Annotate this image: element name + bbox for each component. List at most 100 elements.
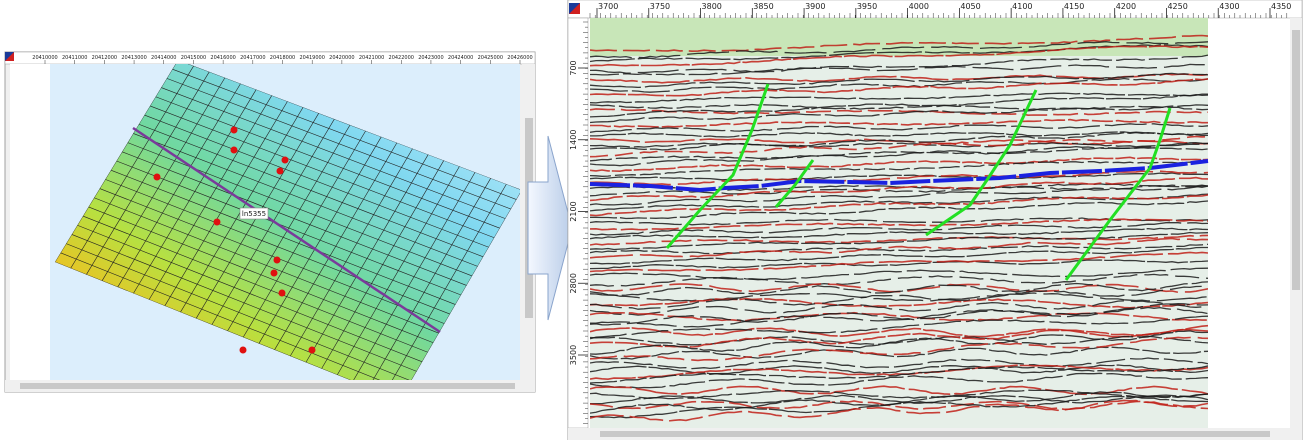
well [213, 218, 221, 226]
grid-line [138, 123, 484, 258]
grid-line [352, 172, 476, 380]
well [153, 173, 161, 181]
reflector [590, 297, 1208, 309]
reflector [590, 324, 1208, 348]
ruler-label: 20422000 [389, 55, 414, 61]
well [308, 346, 316, 354]
reflector [590, 142, 1208, 167]
fault [925, 89, 1038, 237]
well [270, 269, 278, 277]
reflector [590, 131, 1208, 138]
ruler-label: 20413000 [121, 55, 146, 61]
ruler-label: 3950 [857, 2, 877, 11]
ruler-label: 20424000 [448, 55, 473, 61]
ruler-label: 4100 [1012, 2, 1032, 11]
grid-line [144, 114, 489, 248]
ruler-label: 20410000 [32, 55, 57, 61]
reflector [590, 251, 1208, 273]
reflector [590, 372, 1208, 389]
reflector [590, 292, 1208, 302]
reflector [590, 227, 1208, 240]
reflector [590, 54, 1208, 76]
reflector [590, 365, 1208, 384]
reflector [590, 335, 1208, 346]
well [230, 146, 238, 154]
x-ruler-ticks: 20410000 20411000 20412000 20413000 20414000… [32, 55, 533, 64]
reflector [590, 63, 1208, 74]
grid-line [289, 148, 413, 357]
x-ruler-ticks: 3700 3750 3800 3850 3900 3950 4000 4050 4100 4150… [589, 2, 1291, 18]
v-scroll-thumb[interactable] [1292, 30, 1300, 290]
ruler-label: 3800 [702, 2, 722, 11]
section-line [132, 126, 441, 334]
reflector [590, 273, 1208, 287]
grid-line [274, 142, 398, 350]
faults [665, 83, 1172, 281]
grid-line [172, 68, 517, 200]
ruler-label: 20419000 [299, 55, 324, 61]
grid-line [258, 136, 382, 344]
ruler-label: 3850 [753, 2, 773, 11]
ruler-label: 4350 [1271, 2, 1291, 11]
reflector [590, 306, 1208, 326]
grid-line [177, 64, 520, 191]
grid-line [161, 87, 506, 219]
reflector [590, 123, 1208, 133]
ruler-label: 4300 [1219, 2, 1239, 11]
ruler-label: 20423000 [418, 55, 443, 61]
reflector [590, 135, 1208, 158]
fault [774, 159, 815, 208]
well [276, 167, 284, 175]
well [273, 256, 281, 264]
y-ruler-ticks: 700 1400 2100 2800 3500 [569, 21, 588, 424]
ruler-label: 20417000 [240, 55, 265, 61]
reflector [590, 103, 1208, 111]
reflector [590, 300, 1208, 316]
ruler-label: 20411000 [62, 55, 87, 61]
horizon [589, 159, 1209, 193]
grid-line [127, 142, 473, 277]
h-scroll-thumb[interactable] [600, 431, 1270, 437]
reflector [590, 302, 1208, 328]
flow-arrow [527, 135, 573, 321]
reflector [590, 395, 1208, 419]
ruler-label: 2800 [569, 273, 578, 293]
h-scroll-thumb[interactable] [20, 383, 515, 389]
reflector [590, 385, 1208, 396]
x-ruler [567, 0, 1303, 19]
reflector [590, 234, 1208, 246]
ruler-label: 3900 [805, 2, 825, 11]
reflector [590, 170, 1208, 186]
grid-line [149, 105, 495, 239]
reflector [590, 346, 1208, 360]
line-label: ln5355 [242, 210, 266, 218]
ruler-label: 700 [569, 60, 578, 75]
grid-line [368, 178, 491, 380]
reflector [590, 41, 1208, 59]
reflector [590, 172, 1208, 181]
reflector [590, 78, 1208, 97]
grid-line [121, 151, 467, 286]
line-label-box [239, 207, 269, 220]
ruler-label: 20414000 [151, 55, 176, 61]
water-layer [590, 18, 1208, 56]
reflector [590, 400, 1208, 411]
reflector [590, 389, 1208, 400]
reflector [590, 311, 1208, 322]
reflector [590, 267, 1208, 281]
reflector [590, 336, 1208, 362]
ruler-label: 20412000 [92, 55, 117, 61]
well [230, 126, 238, 134]
section-window: 3700 3750 3800 3850 3900 3950 4000 4050 4100 4150… [567, 0, 1303, 440]
well [239, 346, 247, 354]
ruler-label: 2100 [569, 201, 578, 221]
ruler-label: 20416000 [210, 55, 235, 61]
corner-icon-red [5, 52, 14, 61]
grid-line [133, 133, 478, 267]
reflector [590, 108, 1208, 117]
well [281, 156, 289, 164]
corner-icon-red [569, 3, 580, 14]
reflector [590, 93, 1208, 118]
ruler-label: 20426000 [507, 55, 532, 61]
